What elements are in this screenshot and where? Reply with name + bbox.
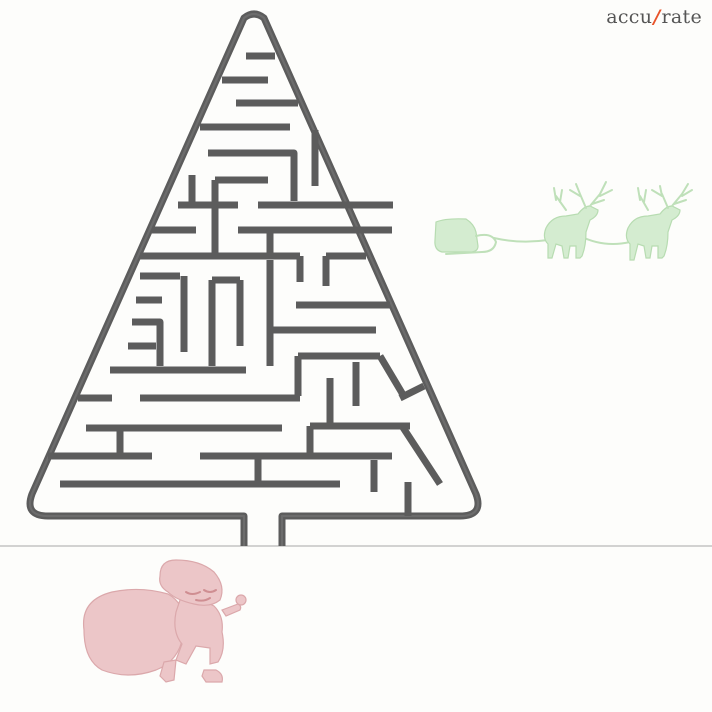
sleigh-with-reindeer-icon (434, 181, 693, 261)
sleigh-icon (434, 218, 479, 253)
logo-text-left: accu (606, 6, 653, 28)
figure-mark-icon: / (653, 6, 661, 28)
maze-outer-wall (26, 10, 482, 546)
christmas-tree-maze[interactable] (26, 10, 482, 546)
maze-inner-walls (48, 52, 443, 516)
reindeer-icon (625, 183, 693, 261)
santa-with-sack-icon (82, 559, 247, 683)
accurate-logo: accu/rate (606, 6, 702, 28)
logo-text-right: rate (661, 6, 702, 28)
maze-outer-wall-highlight (28, 12, 480, 546)
reindeer-icon (543, 181, 613, 259)
